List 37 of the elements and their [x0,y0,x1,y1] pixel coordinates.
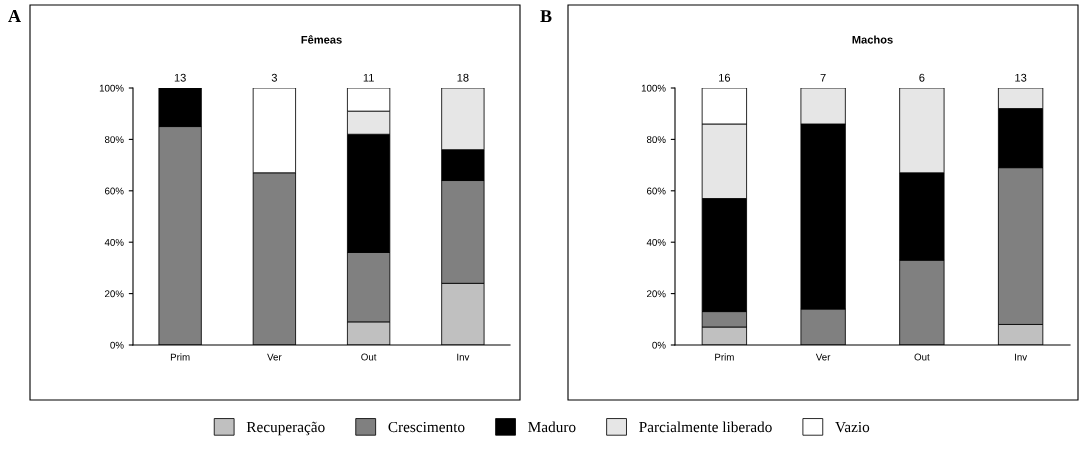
annotation: 11 [363,73,374,82]
chart-title: Fêmeas [301,35,342,44]
y-tick-label: 0% [652,341,666,349]
x-tick-label: Prim [715,353,734,361]
annotation: 16 [719,73,731,82]
y-tick-label: 100% [641,84,666,92]
y-tick-label: 60% [105,187,124,195]
y-tick-label: 40% [646,238,666,246]
y-tick-label: 100% [99,84,124,92]
annotation: 7 [820,73,826,82]
legend-label: Crescimento [388,421,465,433]
x-tick-label: Inv [457,353,470,361]
x-tick-label: Prim [170,353,190,361]
annotation: 13 [1015,73,1027,82]
annotation: 3 [271,73,277,82]
y-tick-label: 60% [647,187,666,195]
legend-label: Maduro [528,421,576,433]
y-tick-label: 80% [646,136,666,144]
y-tick-label: 40% [104,238,124,246]
y-tick-label: 20% [105,290,124,298]
x-tick-label: Ver [815,353,831,361]
x-tick-label: Out [914,353,930,361]
legend-label: Parcialmente liberado [639,421,772,433]
annotation: 13 [174,73,186,82]
x-tick-label: Inv [1015,353,1028,361]
text: B [540,10,552,23]
x-tick-label: Ver [267,353,282,361]
y-tick-label: 80% [104,136,124,144]
y-tick-label: 0% [110,341,124,349]
annotation: 18 [457,73,469,82]
legend-label: Recuperação [246,421,325,436]
annotation: 6 [919,73,925,82]
y-tick-label: 20% [647,290,666,298]
legend-label: Vazio [835,421,870,433]
x-tick-label: Out [361,353,377,361]
chart-title: Machos [852,35,893,44]
text: A [8,10,21,22]
